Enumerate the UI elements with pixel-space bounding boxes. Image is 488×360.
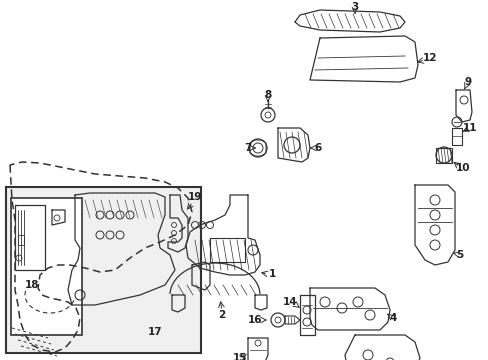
Text: 8: 8 [264,90,271,100]
Text: 5: 5 [455,250,463,260]
Text: 12: 12 [422,53,436,63]
Bar [6,187,201,353]
Text: 3: 3 [351,2,358,12]
Text: 4: 4 [388,313,396,323]
Text: 1: 1 [268,269,275,279]
Text: 14: 14 [282,297,297,307]
Bar [11,198,81,335]
Text: 9: 9 [464,77,470,87]
Text: 10: 10 [455,163,469,173]
Text: 15: 15 [232,353,247,360]
Text: 6: 6 [314,143,321,153]
Text: 18: 18 [25,280,39,290]
Text: 16: 16 [247,315,262,325]
Text: 2: 2 [218,310,225,320]
Text: 7: 7 [244,143,251,153]
Text: 11: 11 [462,123,476,133]
Text: 17: 17 [147,327,162,337]
Text: 19: 19 [187,192,202,202]
